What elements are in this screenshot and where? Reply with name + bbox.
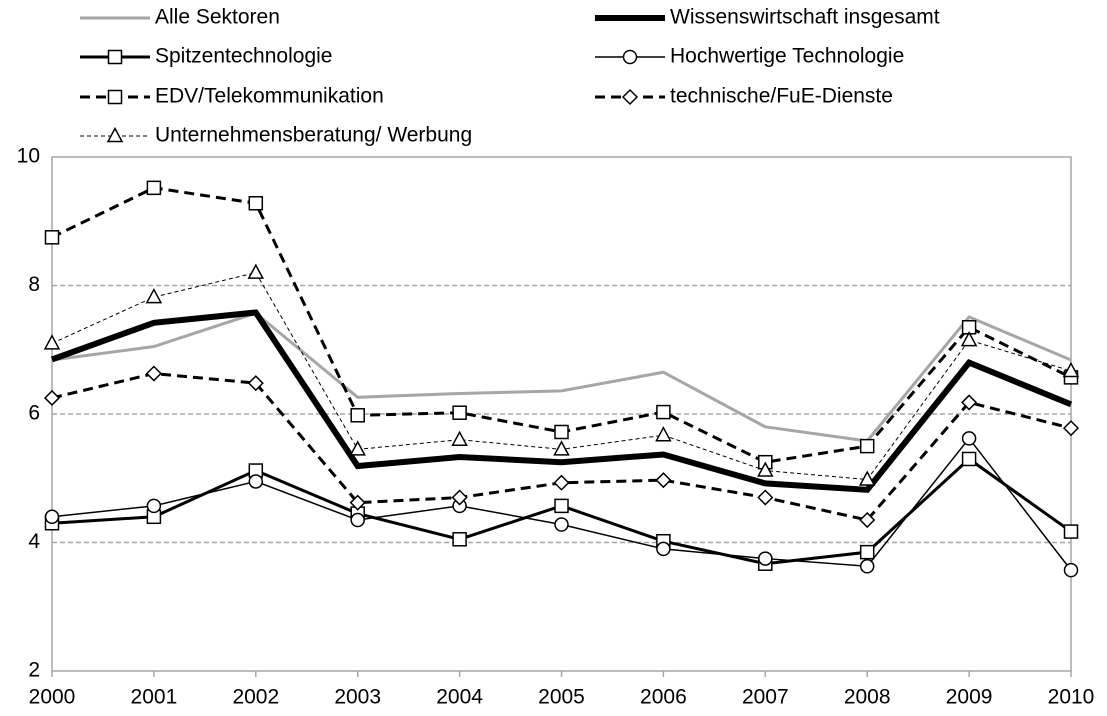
marker	[247, 263, 265, 279]
marker	[349, 494, 366, 511]
marker	[553, 440, 570, 456]
marker	[859, 511, 876, 529]
x-tick-label: 2004	[436, 686, 483, 709]
marker	[107, 49, 123, 65]
x-tick-label: 2007	[742, 686, 789, 709]
marker	[106, 126, 124, 143]
marker	[757, 489, 774, 506]
marker	[146, 498, 162, 514]
marker	[858, 470, 876, 486]
y-tick-label: 10	[17, 145, 40, 168]
marker	[247, 375, 264, 392]
series-line	[50, 309, 1073, 493]
legend-label: EDV/Telekommunikation	[155, 85, 384, 108]
marker	[43, 389, 61, 406]
x-tick-label: 2000	[29, 686, 76, 709]
x-tick-label: 2001	[131, 686, 178, 709]
legend-label: technische/FuE-Dienste	[670, 85, 893, 108]
marker	[553, 474, 570, 491]
marker	[452, 532, 467, 547]
marker	[350, 512, 365, 528]
marker	[452, 405, 467, 420]
x-tick-label: 2002	[232, 686, 279, 709]
marker	[1063, 524, 1079, 539]
marker	[44, 509, 60, 525]
marker	[451, 489, 468, 506]
marker	[350, 408, 365, 423]
marker	[758, 551, 773, 566]
marker	[43, 334, 61, 350]
marker	[248, 474, 264, 489]
legend-label: Alle Sektoren	[155, 6, 280, 29]
marker	[859, 544, 875, 560]
marker	[451, 430, 468, 446]
marker	[107, 89, 123, 105]
marker	[554, 498, 569, 514]
legend-label: Hochwertige Technologie	[670, 45, 904, 68]
marker	[145, 287, 163, 304]
y-tick-label: 6	[28, 402, 40, 425]
y-tick-label: 8	[28, 273, 40, 296]
marker	[961, 431, 977, 446]
y-tick-label: 4	[28, 530, 40, 553]
marker	[621, 88, 639, 106]
legend-label: Spitzentechnologie	[155, 45, 332, 68]
marker	[44, 230, 60, 245]
marker	[554, 424, 569, 440]
marker	[656, 541, 671, 557]
marker	[1062, 361, 1080, 378]
marker	[859, 438, 875, 454]
x-tick-label: 2003	[334, 686, 381, 709]
x-tick-label: 2010	[1048, 686, 1095, 709]
marker	[1062, 420, 1080, 437]
x-tick-label: 2008	[844, 686, 891, 709]
marker	[146, 180, 162, 196]
marker	[655, 426, 672, 442]
legend-label: Unternehmensberatung/ Werbung	[155, 124, 472, 147]
marker	[622, 49, 638, 65]
marker	[757, 461, 774, 477]
x-tick-label: 2006	[640, 686, 687, 709]
marker	[960, 331, 978, 347]
series-line	[51, 311, 1072, 443]
marker	[1063, 562, 1079, 578]
marker	[961, 451, 977, 467]
marker	[349, 440, 366, 456]
marker	[655, 472, 672, 489]
marker	[656, 404, 671, 420]
marker	[145, 365, 162, 382]
marker	[859, 559, 875, 574]
marker	[554, 517, 569, 532]
x-tick-label: 2005	[538, 686, 585, 709]
series-line	[51, 186, 1072, 464]
marker	[961, 394, 978, 411]
x-tick-label: 2009	[946, 686, 993, 709]
y-tick-label: 2	[28, 659, 40, 682]
marker	[248, 196, 264, 211]
legend-label: Wissenswirtschaft insgesamt	[670, 6, 940, 29]
